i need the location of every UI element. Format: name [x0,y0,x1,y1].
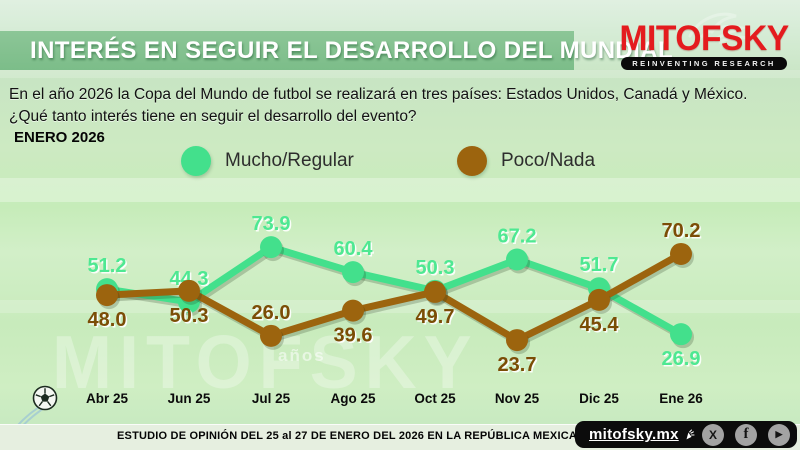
series-line-0 [106,243,683,338]
series-line-1 [106,250,683,344]
value-label: 45.4 [580,314,620,336]
value-label: 70.2 [662,220,701,242]
mitofsky-tagline: REINVENTING RESEARCH [621,57,787,70]
social-icons: X f ▶ [702,423,790,446]
x-axis-label: Abr 25 [86,391,129,406]
website-banner: mitofsky.mx X f ▶ [575,421,797,448]
data-point [588,288,610,311]
value-label-halo: 67.2 [499,227,538,249]
value-label: 26.0 [252,302,291,324]
data-point [178,279,200,302]
rooster-logo-icon [688,12,756,44]
data-point [670,323,692,346]
x-axis-label: Jul 25 [252,391,291,406]
data-point [260,236,282,259]
x-axis-label: Ago 25 [330,391,376,406]
value-label-halo: 60.4 [335,240,375,262]
value-label-halo: 45.4 [581,315,621,337]
value-label: 60.4 [334,238,374,260]
survey-question: En el año 2026 la Copa del Mundo de futb… [9,86,748,125]
value-label-halo: 50.3 [417,258,456,280]
data-point [96,284,118,307]
data-point [260,324,282,347]
data-point [342,299,364,322]
value-label-halo: 73.9 [253,215,292,237]
value-label: 23.7 [498,354,537,376]
value-label: 50.3 [170,305,209,327]
survey-date-label: ENERO 2026 [14,129,105,146]
value-label: 51.7 [580,254,619,276]
value-label-halo: 26.0 [253,303,292,325]
value-label: 73.9 [252,213,291,235]
facebook-icon[interactable]: f [735,423,757,446]
website-link[interactable]: mitofsky.mx [589,426,679,443]
value-label-halo: 48.0 [89,311,128,333]
value-label-halo: 51.2 [89,257,128,279]
value-label-halo: 70.2 [663,221,702,243]
page-title: INTERÉS EN SEGUIR EL DESARROLLO DEL MUND… [0,31,673,70]
value-label-halo: 49.7 [417,307,456,329]
value-label: 44.3 [170,268,209,290]
data-point [506,248,528,271]
data-point [342,261,364,284]
value-label-halo: 51.7 [581,256,620,278]
study-note: ESTUDIO DE OPINIÓN DEL 25 al 27 DE ENERO… [117,430,594,442]
value-label: 39.6 [334,325,373,347]
value-label-halo: 26.9 [663,350,702,372]
value-label-halo: 23.7 [499,356,538,378]
value-label: 49.7 [416,306,455,328]
x-axis-label: Oct 25 [414,391,456,406]
value-label-halo: 50.3 [171,306,210,328]
value-label: 50.3 [416,257,455,279]
value-label-halo: 39.6 [335,326,374,348]
mitofsky-logo: MITOFSKY REINVENTING RESEARCH [616,19,792,70]
mitofsky-logo-text: MITOFSKY [619,19,790,58]
data-point [506,329,528,352]
x-axis-label: Jun 25 [168,391,211,406]
x-axis-label: Ene 26 [659,391,703,406]
youtube-icon[interactable]: ▶ [768,423,790,446]
value-label: 51.2 [88,255,127,277]
value-label: 48.0 [88,309,127,331]
value-label: 26.9 [662,348,701,370]
data-point [424,280,446,303]
x-twitter-icon[interactable]: X [702,423,724,446]
data-point [670,242,692,265]
x-axis-label: Nov 25 [495,391,540,406]
x-axis-label: Dic 25 [579,391,619,406]
value-label: 67.2 [498,226,537,248]
click-cursor-icon [686,428,695,439]
soccer-ball-icon [32,385,58,411]
